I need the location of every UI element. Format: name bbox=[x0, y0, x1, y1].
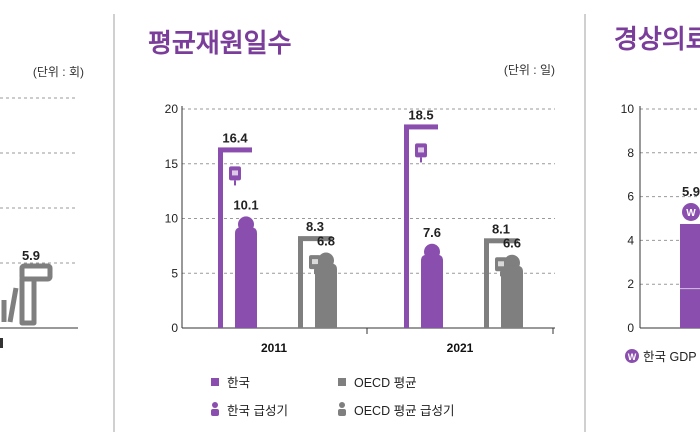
y-tick-label: 6 bbox=[627, 190, 634, 204]
center-title: 평균재원일수 bbox=[148, 28, 292, 58]
oecd-acute-bar bbox=[315, 263, 337, 328]
y-tick-label: 8 bbox=[627, 146, 634, 160]
won-symbol: W bbox=[686, 208, 696, 219]
data-label: 10.1 bbox=[233, 197, 258, 212]
left-unit: (단위 : 회) bbox=[33, 65, 84, 79]
y-tick-label: 15 bbox=[165, 157, 179, 171]
won-coin-icon: W bbox=[625, 349, 639, 363]
legend-label: OECD 평균 급성기 bbox=[354, 404, 455, 418]
korea-square-icon bbox=[211, 378, 219, 386]
korea-bar-cap bbox=[404, 124, 438, 130]
oecd-bar-cap bbox=[484, 238, 518, 244]
korea-person-icon bbox=[211, 402, 219, 416]
y-tick-label: 5 bbox=[171, 266, 178, 280]
data-label: 7.6 bbox=[423, 225, 441, 240]
oecd-acute-bar bbox=[501, 265, 523, 328]
svg-text:W: W bbox=[628, 352, 637, 362]
left-tail-mark bbox=[0, 338, 3, 348]
data-label: 8.3 bbox=[306, 219, 324, 234]
oecd-bar bbox=[484, 239, 489, 328]
center-plot-area: 0 5 10 15 20 2011 16.4 10.1 8.36.8 2021 18.5 7.6 8.1… bbox=[165, 102, 555, 355]
data-label: 18.5 bbox=[408, 107, 433, 122]
iv-bag-label bbox=[418, 147, 424, 153]
y-tick-label: 20 bbox=[165, 102, 179, 116]
data-label: 16.4 bbox=[222, 130, 248, 145]
legend: 한국 OECD 평균 한국 급성기 OECD 평균 급성기 bbox=[211, 376, 455, 418]
y-tick-label: 10 bbox=[621, 102, 635, 116]
korea-acute-bar bbox=[235, 227, 257, 328]
oecd-person-icon bbox=[338, 402, 346, 416]
legend-label: 한국 bbox=[227, 376, 250, 390]
right-panel: 경상의료 0 2 4 6 8 10 W 5.9 W 한국 GDP bbox=[614, 24, 700, 364]
left-panel: (단위 : 회) 5.9 bbox=[0, 65, 84, 348]
right-legend-label: 한국 GDP bbox=[643, 350, 697, 364]
iv-bag-tube bbox=[420, 157, 422, 163]
right-title: 경상의료 bbox=[614, 24, 700, 54]
korea-gdp-bar bbox=[680, 223, 700, 328]
korea-bar bbox=[218, 148, 223, 328]
x-tick-label: 2011 bbox=[261, 341, 287, 355]
won-coin-bar-icon bbox=[682, 202, 700, 221]
left-value-label: 5.9 bbox=[22, 248, 40, 263]
y-tick-label: 0 bbox=[627, 321, 634, 335]
legend-label: 한국 급성기 bbox=[227, 404, 288, 418]
korea-acute-bar bbox=[421, 254, 443, 328]
right-legend: W 한국 GDP bbox=[625, 349, 697, 364]
legend-label: OECD 평균 bbox=[354, 376, 417, 390]
y-tick-label: 10 bbox=[165, 212, 179, 226]
data-label: 6.8 bbox=[317, 234, 335, 249]
iv-bag-label bbox=[232, 170, 238, 176]
data-label: 8.1 bbox=[492, 221, 510, 236]
data-label: 5.9 bbox=[682, 184, 700, 199]
y-tick-label: 0 bbox=[171, 321, 178, 335]
left-oecd-bar-icon bbox=[1, 263, 53, 326]
data-label: 6.6 bbox=[503, 236, 521, 251]
korea-bar-cap bbox=[218, 147, 252, 153]
center-panel: 평균재원일수 (단위 : 일) 05101520201116.410.18.36… bbox=[148, 28, 555, 418]
iv-bag-label bbox=[312, 259, 318, 265]
x-tick-label: 2021 bbox=[447, 341, 474, 355]
iv-bag-label bbox=[498, 261, 504, 267]
oecd-bar bbox=[298, 237, 303, 328]
center-unit: (단위 : 일) bbox=[504, 63, 555, 77]
right-plot-area: 0 2 4 6 8 10 W 5.9 bbox=[621, 102, 700, 335]
y-tick-label: 2 bbox=[627, 277, 634, 291]
oecd-square-icon bbox=[338, 378, 346, 386]
iv-bag-tube bbox=[234, 180, 236, 186]
y-tick-label: 4 bbox=[627, 233, 634, 247]
oecd-bar-cap bbox=[298, 236, 332, 242]
korea-bar bbox=[404, 125, 409, 328]
